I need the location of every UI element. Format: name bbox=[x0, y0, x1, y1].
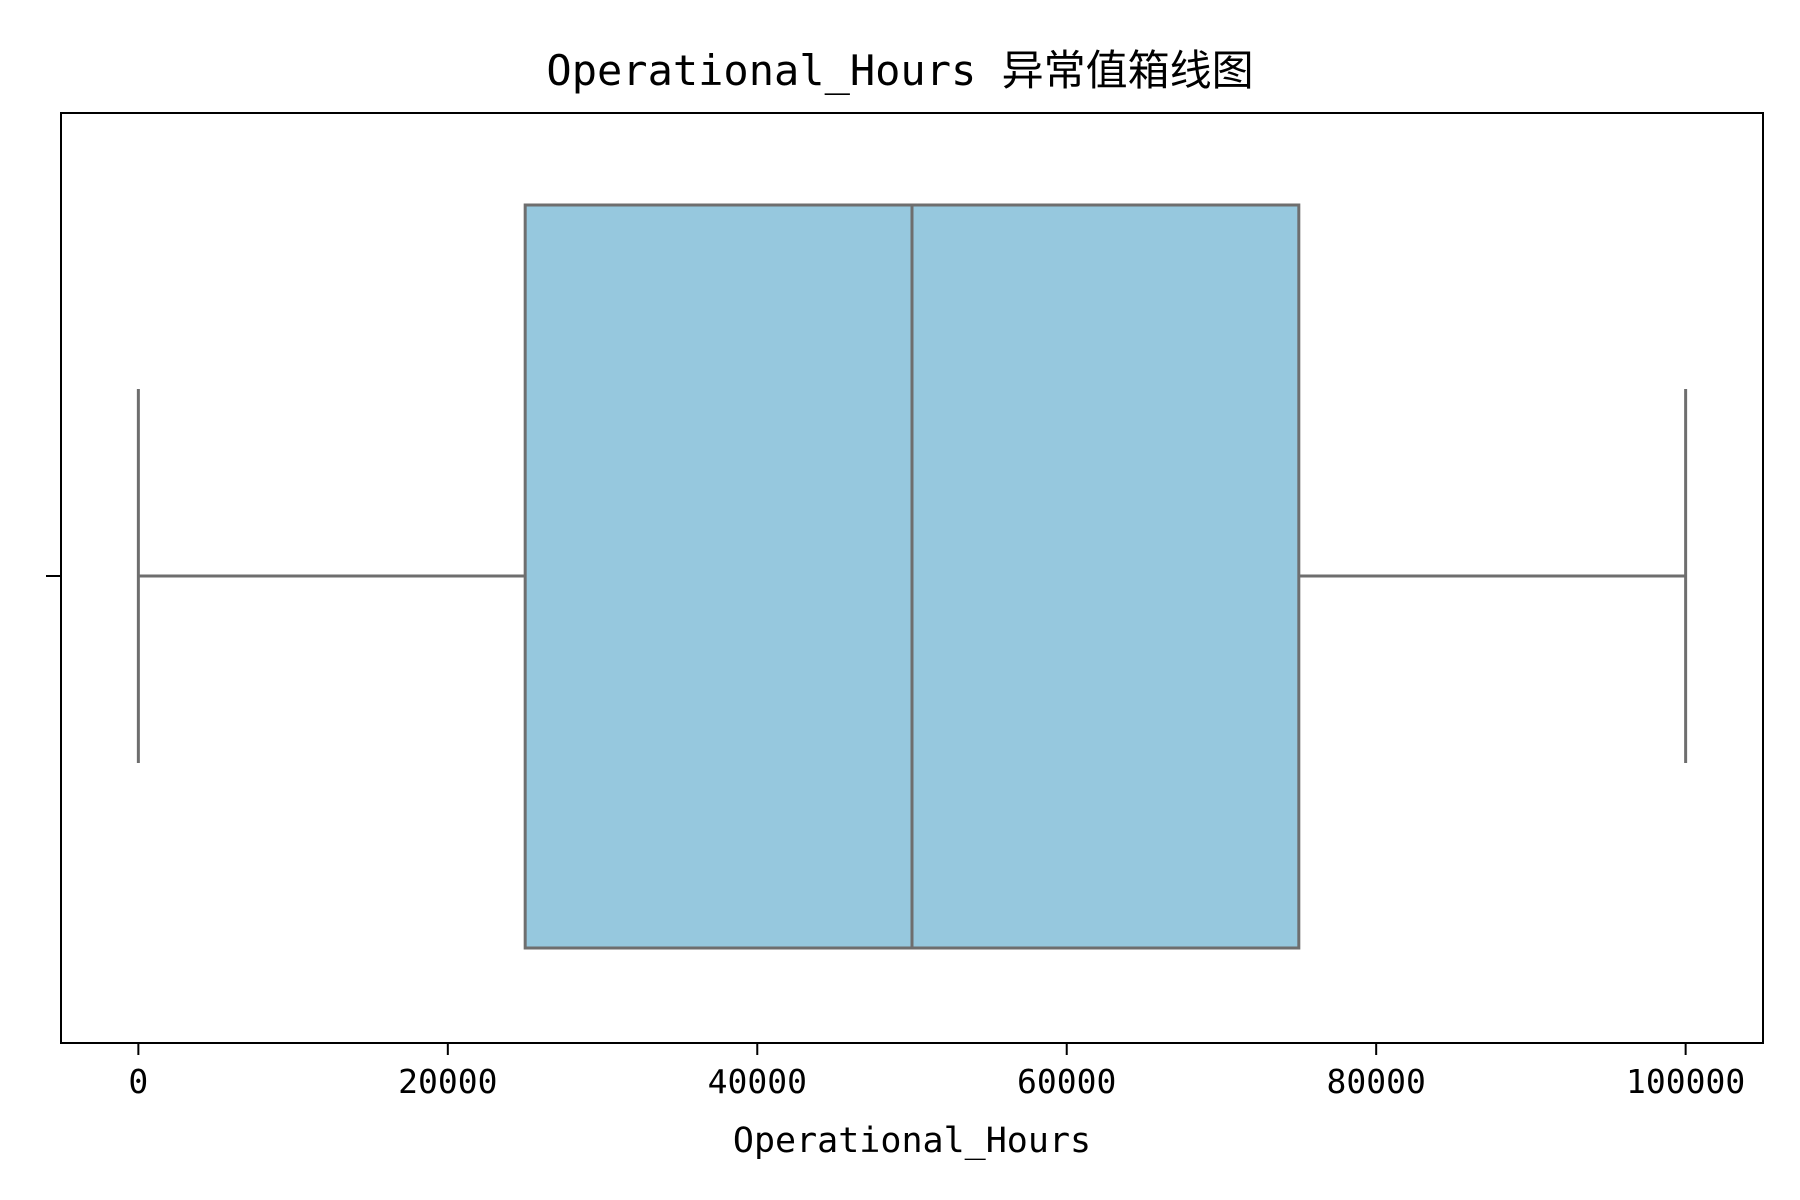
box-plot bbox=[136, 203, 1688, 950]
x-axis-ticks: 0 20000 40000 60000 80000 100000 bbox=[128, 1043, 1745, 1101]
x-tick-label: 20000 bbox=[398, 1062, 497, 1101]
chart-title: Operational_Hours 异常值箱线图 bbox=[546, 46, 1253, 95]
x-tick-label: 60000 bbox=[1017, 1062, 1116, 1101]
x-tick-label: 100000 bbox=[1626, 1062, 1745, 1101]
plot-area-frame bbox=[60, 112, 1764, 1044]
x-tick-label: 40000 bbox=[708, 1062, 807, 1101]
x-axis-label: Operational_Hours bbox=[733, 1121, 1091, 1161]
x-tick-label: 0 bbox=[128, 1062, 148, 1101]
x-tick-label: 80000 bbox=[1327, 1062, 1426, 1101]
